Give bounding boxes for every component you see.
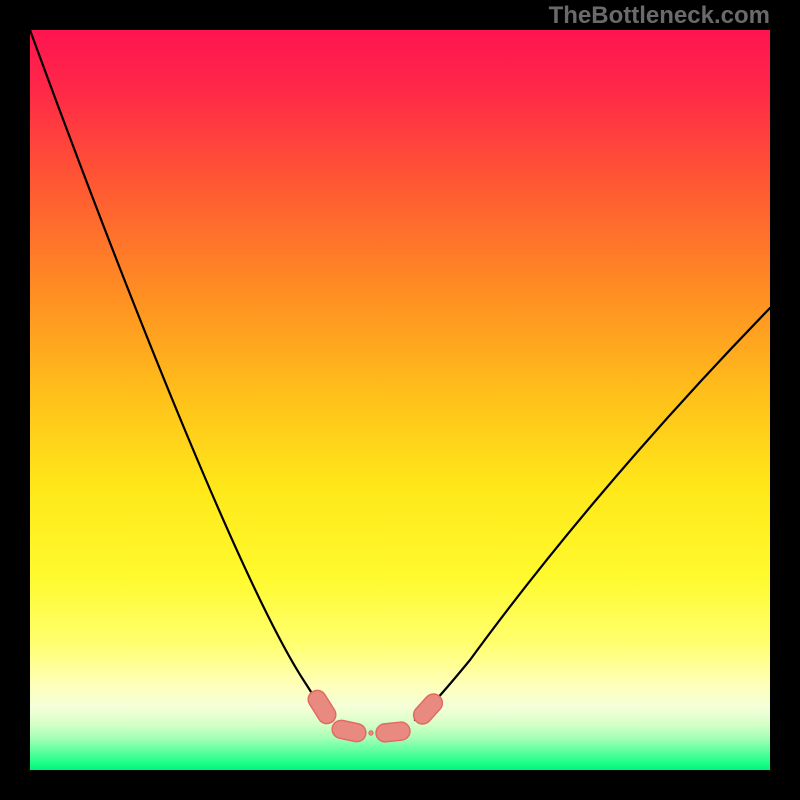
curve-right-branch: [415, 308, 770, 720]
plot-area: [30, 30, 770, 770]
marker-capsule: [305, 687, 339, 727]
marker-capsule: [375, 721, 411, 742]
watermark-text: TheBottleneck.com: [549, 2, 770, 30]
marker-group: [305, 687, 446, 743]
marker-capsule: [331, 719, 368, 744]
curve-layer: [0, 0, 800, 800]
curve-left-branch: [30, 30, 332, 720]
marker-dot: [369, 731, 373, 735]
